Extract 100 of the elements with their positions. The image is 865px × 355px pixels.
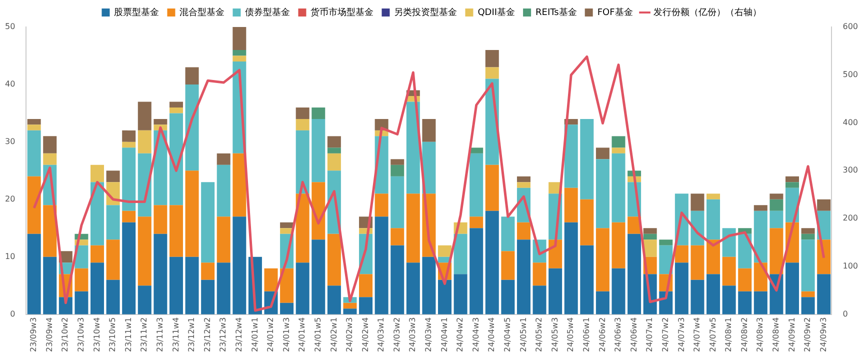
x-tick-label: 24/09w2 <box>803 317 812 352</box>
bar <box>422 118 436 142</box>
bar <box>516 182 530 188</box>
bar <box>169 205 183 257</box>
bar <box>801 291 815 298</box>
x-tick-label: 23/12w4 <box>234 317 244 352</box>
bar <box>122 130 136 142</box>
y2-tick-label: 500 <box>842 70 858 79</box>
bar <box>390 159 404 165</box>
bar <box>232 56 246 62</box>
bar <box>327 136 341 148</box>
x-tick-label: 24/05w4 <box>566 317 576 352</box>
bar <box>706 274 720 314</box>
bar <box>90 262 104 314</box>
bar <box>185 67 199 84</box>
bar <box>296 107 310 119</box>
bar <box>754 210 768 263</box>
bar <box>90 164 104 182</box>
x-tick-label: 24/01w3 <box>282 317 291 352</box>
x-tick-label: 24/08w2 <box>740 317 749 352</box>
bar <box>169 256 183 314</box>
bar <box>216 164 230 217</box>
bar <box>470 153 484 217</box>
x-tick-label: 24/01w5 <box>313 317 322 352</box>
bar <box>738 291 752 314</box>
bar <box>659 245 673 274</box>
x-tick-label: 23/12w2 <box>202 317 212 352</box>
bar <box>122 222 136 314</box>
x-tick-label: 23/10w4 <box>92 317 102 352</box>
bar <box>722 286 736 314</box>
x-tick-label: 24/08w1 <box>724 317 734 352</box>
bar <box>232 153 246 217</box>
bar <box>485 164 499 211</box>
x-tick-label: 24/09w1 <box>787 317 796 352</box>
bar <box>532 262 546 286</box>
bar <box>154 234 168 314</box>
bar <box>169 107 183 114</box>
x-tick-label: 23/11w3 <box>156 317 165 352</box>
bar <box>754 291 768 314</box>
bar <box>280 268 294 303</box>
x-tick-label: 23/09w3 <box>29 317 38 352</box>
bar <box>643 234 657 240</box>
bar <box>390 164 404 176</box>
legend-label: QDII基金 <box>478 6 516 18</box>
bar <box>359 297 373 314</box>
y-tick-label: 10 <box>4 252 16 261</box>
y2-tick-label: 400 <box>842 118 858 127</box>
x-tick-label: 23/12w3 <box>218 317 228 352</box>
bar <box>43 205 57 257</box>
bar <box>43 256 57 314</box>
bar <box>138 102 152 130</box>
bar <box>817 240 831 274</box>
bar <box>296 118 310 130</box>
bar <box>785 176 799 182</box>
bar <box>706 199 720 240</box>
bar <box>516 176 530 182</box>
bar <box>201 262 215 280</box>
x-tick-label: 23/11w2 <box>140 317 149 352</box>
bar <box>785 262 799 314</box>
bar <box>690 280 704 314</box>
bar <box>122 148 136 211</box>
x-tick-label: 24/05w1 <box>518 317 528 352</box>
bar <box>232 50 246 56</box>
x-tick-label: 24/07w3 <box>676 317 686 352</box>
x-tick-label: 24/04w4 <box>487 317 496 352</box>
x-tick-label: 23/10w5 <box>108 317 118 352</box>
bar <box>216 262 230 314</box>
bar <box>754 205 768 211</box>
bar <box>422 142 436 194</box>
bar <box>312 107 326 119</box>
bar <box>232 216 246 314</box>
legend-label: 发行份额（亿份）（右轴） <box>653 6 762 18</box>
y-tick-label: 0 <box>10 309 16 318</box>
bar <box>138 130 152 154</box>
x-tick-label: 24/01w4 <box>298 317 307 352</box>
bar <box>201 182 215 263</box>
bar <box>201 280 215 314</box>
bar <box>27 234 41 314</box>
bar <box>422 256 436 314</box>
x-tick-label: 24/03w1 <box>376 317 386 352</box>
x-tick-label: 23/10w2 <box>60 317 70 352</box>
x-tick-label: 24/04w3 <box>471 317 480 352</box>
y-tick-label: 50 <box>4 22 16 32</box>
x-tick-label: 24/08w4 <box>772 317 781 352</box>
bar <box>485 210 499 314</box>
bar <box>106 240 120 280</box>
bar <box>359 274 373 298</box>
bar <box>580 199 594 246</box>
x-tick-label: 23/10w3 <box>76 317 86 352</box>
bar <box>106 170 120 182</box>
bar <box>454 274 468 314</box>
bar <box>90 245 104 263</box>
bar <box>690 194 704 211</box>
x-tick-label: 24/06w4 <box>629 317 638 352</box>
bar <box>43 153 57 165</box>
x-tick-label: 24/04w5 <box>503 317 512 352</box>
bar <box>674 245 688 263</box>
bar <box>516 240 530 314</box>
bar <box>27 124 41 130</box>
legend-label: 股票型基金 <box>114 6 160 18</box>
